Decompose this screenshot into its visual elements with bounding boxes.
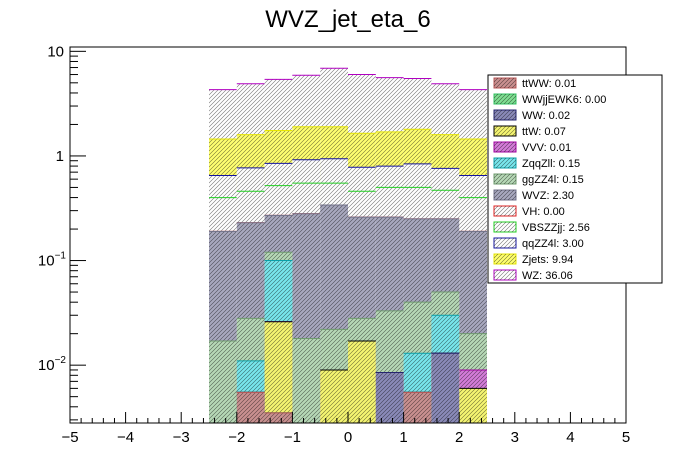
legend-label: Zjets: 9.94 — [522, 254, 573, 266]
x-tick-label: −2 — [228, 429, 245, 446]
legend-label: WZ: 36.06 — [522, 270, 573, 282]
bar-ggzz4l-bin-3 — [292, 337, 321, 423]
bar-ttw-bin-5 — [348, 340, 376, 423]
bar-ttww-bin-2 — [264, 412, 293, 423]
legend: ttWW: 0.01 WWjjEWK6: 0.00 WW: 0.02 ttW: 0.0… — [487, 74, 663, 284]
legend-label: WWjjEWK6: 0.00 — [522, 94, 606, 106]
legend-label: VBSZZjj: 2.56 — [522, 222, 590, 234]
legend-entry-wvz: WVZ: 2.30 — [493, 189, 574, 202]
legend-entry-zjets: Zjets: 9.94 — [493, 253, 573, 266]
bar-ttw-bin-9 — [459, 387, 487, 423]
legend-entry-vh: VH: 0.00 — [493, 205, 565, 218]
legend-entry-wwjjewk6: WWjjEWK6: 0.00 — [493, 93, 606, 106]
legend-entry-vvv: VVV: 0.01 — [493, 141, 571, 154]
legend-label: VVV: 0.01 — [522, 142, 571, 154]
y-tick-label: 10 — [47, 43, 64, 60]
x-tick-label: 2 — [455, 429, 463, 446]
legend-entry-ggzz4l: ggZZ4l: 0.15 — [493, 173, 584, 186]
x-tick-label: −4 — [117, 429, 134, 446]
legend-label: qqZZ4l: 3.00 — [522, 238, 584, 250]
chart-title: WVZ_jet_eta_6 — [265, 6, 430, 33]
bar-ttww-bin-1 — [236, 391, 265, 423]
legend-entry-ww: WW: 0.02 — [493, 109, 570, 122]
x-tick-label: 5 — [622, 429, 630, 446]
x-tick-label: 0 — [344, 429, 352, 446]
x-tick-label: 3 — [511, 429, 519, 446]
legend-label: ggZZ4l: 0.15 — [522, 174, 584, 186]
bar-ttw-bin-4 — [320, 369, 348, 423]
legend-entry-vbszzjj: VBSZZjj: 2.56 — [493, 221, 590, 234]
legend-entry-zqqzll: ZqqZll: 0.15 — [493, 157, 580, 170]
bar-ttw-bin-2 — [264, 321, 293, 423]
legend-label: ttW: 0.07 — [522, 126, 566, 138]
y-tick-label: 1 — [56, 148, 64, 165]
legend-label: VH: 0.00 — [522, 206, 565, 218]
x-axis: −5 −4 −3 −2 −1 0 1 2 3 4 5 — [61, 412, 630, 446]
y-tick-label: 10−1 — [38, 251, 67, 270]
histogram-bars — [209, 67, 487, 424]
legend-label: WW: 0.02 — [522, 110, 570, 122]
legend-label: WVZ: 2.30 — [522, 190, 574, 202]
legend-entry-wz: WZ: 36.06 — [493, 269, 573, 282]
x-tick-label: −3 — [173, 429, 190, 446]
bar-ggzz4l-bin-0 — [209, 340, 237, 423]
y-tick-label: 10−2 — [38, 355, 67, 374]
legend-label: ZqqZll: 0.15 — [522, 158, 580, 170]
bar-ww-bin-8 — [431, 352, 460, 423]
bar-ttww-bin-7 — [403, 391, 432, 423]
y-axis: 10 1 10−1 10−2 — [38, 43, 86, 421]
legend-box — [487, 74, 663, 284]
x-tick-label: −5 — [61, 429, 78, 446]
bar-ww-bin-6 — [375, 372, 404, 423]
x-tick-label: 4 — [566, 429, 574, 446]
x-tick-label: 1 — [399, 429, 407, 446]
x-tick-label: −1 — [284, 429, 301, 446]
legend-label: ttWW: 0.01 — [522, 78, 576, 90]
legend-entry-ttw: ttW: 0.07 — [493, 125, 566, 138]
legend-entry-ttww: ttWW: 0.01 — [493, 77, 576, 90]
legend-entry-qqzz4l: qqZZ4l: 3.00 — [493, 237, 584, 250]
